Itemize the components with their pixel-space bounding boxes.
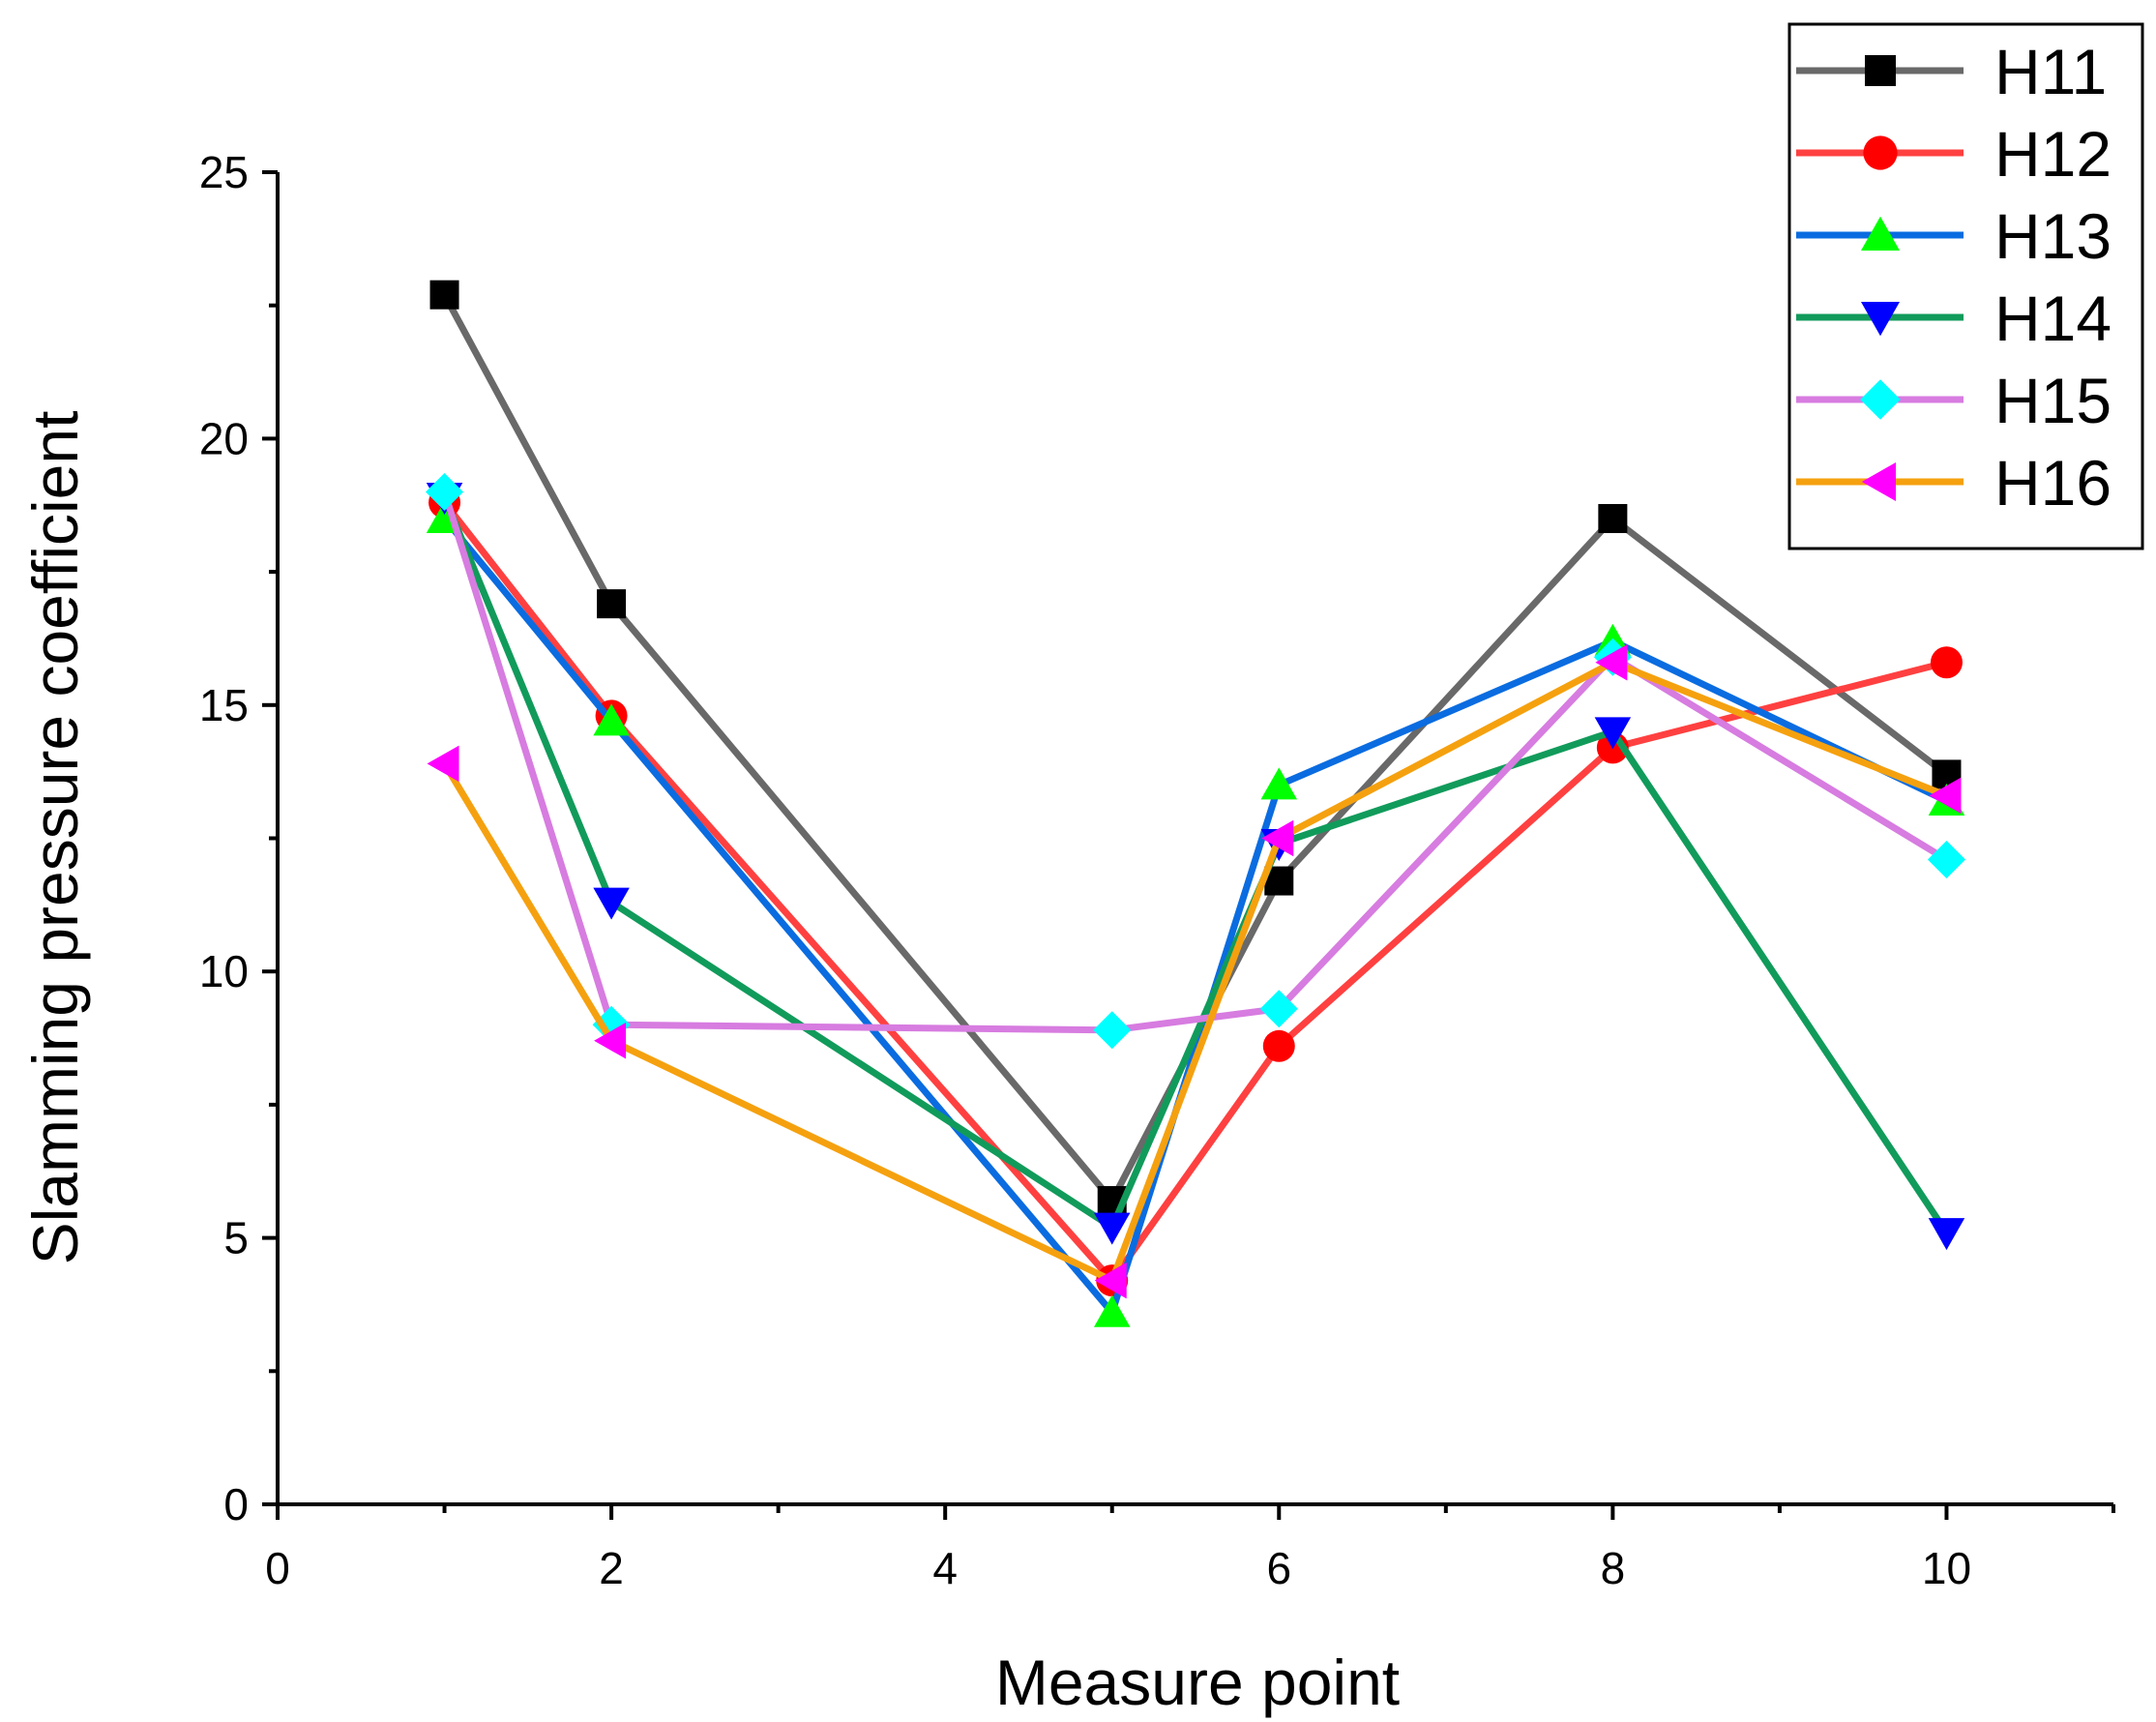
series-layer bbox=[426, 280, 1965, 1327]
legend-item-H15: H15 bbox=[1796, 365, 2112, 436]
data-point bbox=[1093, 1294, 1131, 1327]
series-line bbox=[441, 500, 1948, 1285]
y-axis-title: Slamming pressure coefficient bbox=[19, 411, 91, 1265]
y-tick-label: 0 bbox=[223, 1479, 249, 1529]
series-H16 bbox=[427, 643, 1962, 1299]
series-line bbox=[441, 516, 1948, 1317]
x-axis-title: Measure point bbox=[995, 1647, 1400, 1718]
x-tick-label: 0 bbox=[265, 1543, 290, 1593]
legend-box bbox=[1787, 22, 2144, 550]
y-tick-label: 5 bbox=[223, 1213, 249, 1263]
data-point bbox=[1259, 990, 1298, 1028]
y-tick-label: 20 bbox=[199, 413, 249, 463]
data-point bbox=[1927, 841, 1965, 879]
x-tick-label: 6 bbox=[1266, 1543, 1291, 1593]
data-point bbox=[1261, 819, 1294, 857]
legend-label: H15 bbox=[1994, 365, 2112, 436]
legend-label: H11 bbox=[1994, 36, 2107, 107]
x-tick-label: 4 bbox=[932, 1543, 958, 1593]
data-point bbox=[1594, 717, 1632, 750]
data-point bbox=[427, 745, 459, 783]
x-tick-label: 10 bbox=[1922, 1543, 1971, 1593]
legend: H11 H12 H13 H14 H15 H16 bbox=[1787, 22, 2144, 550]
x-tick-label: 2 bbox=[599, 1543, 624, 1593]
data-point bbox=[1093, 1011, 1132, 1050]
data-point bbox=[426, 472, 464, 511]
data-point bbox=[1093, 1212, 1131, 1245]
data-point bbox=[429, 280, 459, 310]
data-point bbox=[1929, 777, 1962, 815]
data-point bbox=[1595, 643, 1628, 681]
data-point bbox=[593, 703, 630, 736]
legend-item-H13: H13 bbox=[1796, 200, 2112, 272]
y-tick-label: 10 bbox=[199, 946, 249, 996]
legend-marker bbox=[1863, 135, 1898, 170]
legend-item-H16: H16 bbox=[1796, 447, 2112, 519]
data-point bbox=[594, 1023, 627, 1059]
legend-marker bbox=[1861, 216, 1900, 251]
series-line bbox=[441, 659, 1948, 1285]
legend-marker bbox=[1860, 379, 1901, 420]
data-point bbox=[1260, 767, 1298, 800]
y-tick-label: 15 bbox=[199, 680, 249, 730]
y-ticks: 0 5 10 15 20 25 bbox=[199, 147, 278, 1529]
legend-marker bbox=[1861, 462, 1896, 501]
series-H14 bbox=[426, 482, 1965, 1251]
x-tick-label: 8 bbox=[1601, 1543, 1626, 1593]
legend-marker bbox=[1865, 55, 1896, 86]
data-point bbox=[1262, 1029, 1295, 1062]
series-H15 bbox=[426, 472, 1965, 1050]
legend-marker bbox=[1861, 302, 1900, 337]
data-point bbox=[1930, 646, 1963, 679]
legend-item-H12: H12 bbox=[1796, 118, 2112, 190]
legend-label: H13 bbox=[1994, 200, 2112, 272]
y-tick-label: 25 bbox=[199, 147, 249, 197]
series-line bbox=[441, 490, 1949, 1034]
data-point bbox=[1928, 1218, 1965, 1251]
data-point bbox=[1094, 1262, 1127, 1299]
legend-item-H14: H14 bbox=[1796, 282, 2112, 354]
legend-item-H11: H11 bbox=[1796, 36, 2107, 107]
data-point bbox=[597, 589, 627, 619]
legend-label: H12 bbox=[1994, 118, 2112, 190]
series-line bbox=[441, 495, 1950, 1235]
legend-label: H14 bbox=[1994, 282, 2112, 354]
legend-label: H16 bbox=[1994, 447, 2112, 519]
x-ticks: 0 2 4 6 8 10 bbox=[265, 1504, 2115, 1593]
data-point bbox=[1598, 504, 1628, 534]
series-H11 bbox=[429, 280, 1962, 1216]
data-point bbox=[593, 887, 630, 920]
